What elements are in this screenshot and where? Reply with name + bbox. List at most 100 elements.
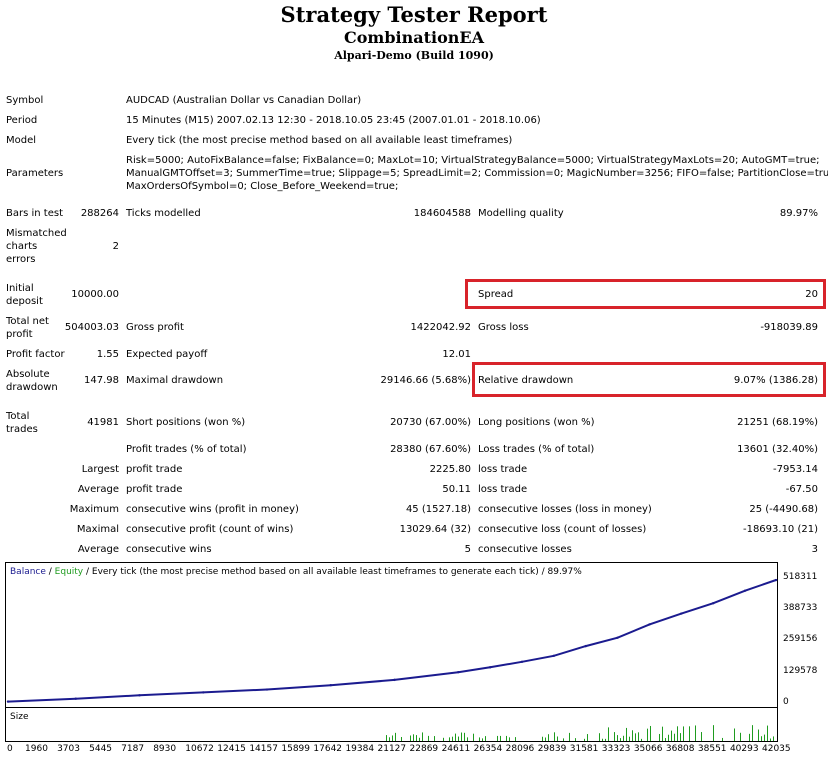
balance-point	[138, 694, 141, 697]
size-bar	[413, 734, 414, 741]
size-bar	[764, 734, 765, 741]
balance-point	[202, 691, 205, 694]
model-label: Model	[6, 135, 37, 146]
size-bar	[761, 736, 762, 741]
absdd-value: 147.98	[84, 375, 119, 386]
y-tick-label: 0	[783, 697, 789, 707]
size-bar	[665, 738, 666, 741]
grossloss-label: Gross loss	[478, 322, 529, 333]
legend-separator: /	[45, 567, 55, 577]
payoff-value: 12.01	[442, 349, 471, 360]
size-bar	[419, 737, 420, 741]
netprofit-value: 504003.03	[64, 322, 119, 333]
size-bar	[773, 736, 774, 741]
size-bar	[599, 733, 600, 741]
average2-label: Average	[77, 544, 119, 555]
size-bar	[674, 733, 675, 741]
size-bar	[545, 737, 546, 741]
maximum-label: Maximum	[69, 504, 119, 515]
deposit-label-1: Initial	[6, 283, 34, 294]
size-bar	[386, 735, 387, 741]
avg-cons-losses-value: 3	[811, 544, 818, 555]
size-bar	[461, 732, 462, 741]
trades-value: 41981	[87, 417, 119, 428]
size-bar	[659, 733, 660, 741]
netprofit-label-1: Total net	[6, 316, 49, 327]
size-bar	[458, 736, 459, 741]
ticks-value: 184604588	[413, 208, 471, 219]
size-bar	[509, 737, 510, 741]
symbol-value: AUDCAD (Australian Dollar vs Canadian Do…	[126, 95, 362, 106]
legend-balance: Balance	[10, 567, 46, 577]
size-bar	[485, 736, 486, 741]
balance-point	[488, 666, 492, 669]
bars-value: 288264	[80, 208, 119, 219]
largest-loss-value: -7953.14	[773, 464, 818, 475]
legend-description: / Every tick (the most precise method ba…	[83, 567, 582, 577]
quality-value: 89.97%	[779, 208, 818, 219]
average-loss-label: loss trade	[478, 484, 528, 495]
x-tick-label: 36808	[665, 744, 695, 754]
payoff-label: Expected payoff	[126, 349, 208, 360]
size-bar	[758, 729, 759, 741]
y-tick-label: 388733	[783, 603, 818, 614]
size-bar	[443, 737, 444, 741]
x-tick-label: 8930	[153, 744, 177, 754]
balance-point	[584, 644, 587, 648]
size-bar	[602, 738, 603, 741]
x-tick-label: 7187	[121, 744, 145, 754]
size-label: Size	[10, 712, 29, 722]
x-tick-label: 24611	[441, 744, 471, 754]
absdd-label-2: drawdown	[6, 382, 58, 393]
x-tick-label: 22869	[409, 744, 439, 754]
balance-point	[680, 612, 683, 615]
x-tick-label: 26354	[473, 744, 503, 754]
model-value: Every tick (the most precise method base…	[126, 135, 513, 146]
x-tick-label: 38551	[697, 744, 727, 754]
x-tick-label: 33323	[601, 744, 631, 754]
long-label: Long positions (won %)	[478, 417, 595, 428]
report-header: Strategy Tester Report CombinationEA Alp…	[0, 0, 828, 64]
size-bar	[482, 738, 483, 741]
deposit-value: 10000.00	[71, 289, 119, 300]
balance-point	[520, 660, 524, 663]
balance-point	[265, 688, 269, 691]
x-tick-label: 29839	[537, 744, 567, 754]
size-bar	[569, 732, 570, 741]
x-tick-label: 31581	[569, 744, 599, 754]
size-bar	[410, 735, 411, 741]
balance-point	[743, 589, 747, 592]
size-bar	[554, 732, 555, 741]
size-bar	[473, 733, 474, 741]
netprofit-label-2: profit	[6, 329, 33, 340]
size-bar	[695, 725, 696, 741]
size-bar	[395, 732, 396, 741]
size-bar	[614, 732, 615, 741]
x-tick-label: 15899	[281, 744, 311, 754]
grossprofit-label: Gross profit	[126, 322, 184, 333]
average-profit-value: 50.11	[442, 484, 471, 495]
largest-profit-value: 2225.80	[429, 464, 471, 475]
symbol-label: Symbol	[6, 95, 44, 106]
y-tick-label: 518311	[783, 572, 818, 582]
balance-chart-plot	[6, 578, 778, 703]
size-bar	[713, 725, 714, 741]
largest-label: Largest	[81, 464, 119, 475]
profit-trades-label: Profit trades (% of total)	[126, 444, 247, 455]
trades-label-1: Total	[6, 411, 30, 422]
size-bar	[752, 725, 753, 741]
size-bar	[515, 737, 516, 741]
size-bar	[479, 737, 480, 741]
balance-point	[616, 636, 619, 639]
x-tick-label: 12415	[217, 744, 246, 754]
size-bar	[500, 735, 501, 741]
server-info: Alpari-Demo (Build 1090)	[334, 49, 494, 62]
avg-cons-wins-label: consecutive wins	[126, 544, 212, 555]
parameters-line-2: ManualGMTOffset=3; SummerTime=true; Slip…	[126, 168, 828, 179]
balance-line	[7, 579, 777, 703]
size-bar	[689, 726, 690, 741]
relative-drawdown-highlight	[472, 362, 826, 397]
size-bar	[557, 736, 558, 741]
average-loss-value: -67.50	[785, 484, 818, 495]
spread-value: 20	[805, 289, 818, 300]
